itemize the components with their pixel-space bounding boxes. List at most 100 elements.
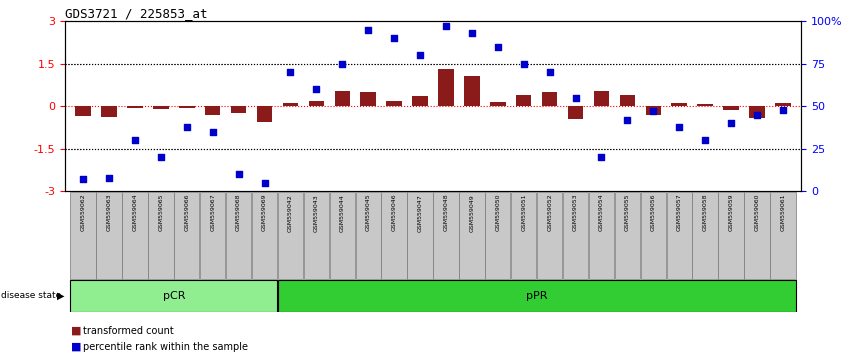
Bar [256, 106, 272, 122]
FancyBboxPatch shape [615, 192, 640, 279]
Text: GSM559068: GSM559068 [236, 194, 241, 231]
FancyBboxPatch shape [563, 192, 588, 279]
Text: GSM559049: GSM559049 [469, 194, 475, 232]
Bar [723, 106, 739, 110]
Point [517, 61, 531, 67]
Point [154, 154, 168, 160]
Bar [179, 106, 195, 108]
Bar [645, 106, 661, 115]
Text: GSM559067: GSM559067 [210, 194, 215, 232]
Bar [438, 69, 454, 106]
Bar [412, 96, 428, 106]
Text: GSM559051: GSM559051 [521, 194, 527, 231]
Text: GSM559047: GSM559047 [417, 194, 423, 232]
Bar [542, 92, 558, 106]
Bar [282, 103, 298, 106]
FancyBboxPatch shape [96, 192, 122, 279]
Point [646, 108, 660, 114]
FancyBboxPatch shape [278, 192, 303, 279]
Text: pPR: pPR [526, 291, 547, 301]
Text: GSM559061: GSM559061 [780, 194, 785, 231]
Text: GSM559057: GSM559057 [676, 194, 682, 232]
Text: GSM559064: GSM559064 [132, 194, 138, 232]
Text: GSM559043: GSM559043 [313, 194, 319, 232]
Text: ▶: ▶ [57, 291, 65, 301]
Bar [360, 92, 376, 106]
FancyBboxPatch shape [70, 192, 96, 279]
Text: GSM559059: GSM559059 [728, 194, 734, 232]
Bar [205, 106, 221, 115]
FancyBboxPatch shape [252, 192, 277, 279]
Point [283, 69, 297, 75]
FancyBboxPatch shape [174, 192, 199, 279]
Bar [490, 102, 506, 106]
Bar [101, 106, 117, 117]
Point [128, 137, 142, 143]
Text: GSM559056: GSM559056 [651, 194, 656, 231]
FancyBboxPatch shape [122, 192, 147, 279]
Point [413, 52, 427, 58]
Text: GSM559063: GSM559063 [107, 194, 112, 232]
Point [595, 154, 609, 160]
Point [439, 23, 453, 29]
Text: GSM559046: GSM559046 [391, 194, 397, 232]
Bar [308, 101, 324, 106]
Text: GSM559060: GSM559060 [754, 194, 759, 231]
Bar [749, 106, 765, 118]
Point [361, 27, 375, 33]
Point [569, 95, 583, 101]
Bar [671, 103, 687, 106]
Bar [594, 91, 610, 106]
Text: GSM559048: GSM559048 [443, 194, 449, 232]
FancyBboxPatch shape [537, 192, 562, 279]
FancyBboxPatch shape [744, 192, 770, 279]
Point [335, 61, 349, 67]
Point [232, 171, 246, 177]
FancyBboxPatch shape [485, 192, 510, 279]
Point [543, 69, 557, 75]
FancyBboxPatch shape [719, 192, 744, 279]
FancyBboxPatch shape [407, 192, 433, 279]
Text: ■: ■ [71, 326, 81, 336]
FancyBboxPatch shape [148, 192, 173, 279]
FancyBboxPatch shape [641, 192, 666, 279]
FancyBboxPatch shape [226, 192, 251, 279]
Text: GSM559069: GSM559069 [262, 194, 267, 232]
FancyBboxPatch shape [381, 192, 407, 279]
FancyBboxPatch shape [356, 192, 381, 279]
Point [309, 86, 323, 92]
Bar [386, 101, 402, 106]
Text: GDS3721 / 225853_at: GDS3721 / 225853_at [65, 7, 208, 20]
Point [102, 175, 116, 181]
Point [76, 176, 90, 182]
FancyBboxPatch shape [511, 192, 536, 279]
Text: GSM559066: GSM559066 [184, 194, 190, 231]
Bar [153, 106, 169, 109]
FancyBboxPatch shape [200, 192, 225, 279]
Bar [231, 106, 247, 113]
Text: GSM559042: GSM559042 [288, 194, 293, 232]
Text: GSM559052: GSM559052 [547, 194, 553, 232]
Text: GSM559045: GSM559045 [365, 194, 371, 232]
Point [180, 124, 194, 130]
Bar [775, 103, 791, 106]
Point [672, 124, 686, 130]
Bar [697, 104, 713, 106]
FancyBboxPatch shape [667, 192, 692, 279]
Bar [334, 91, 350, 106]
Bar [568, 106, 584, 119]
Text: GSM559050: GSM559050 [495, 194, 501, 231]
FancyBboxPatch shape [70, 280, 277, 312]
Point [257, 180, 271, 185]
Text: disease state: disease state [1, 291, 61, 300]
Text: GSM559054: GSM559054 [599, 194, 604, 232]
Text: pCR: pCR [163, 291, 185, 301]
Text: GSM559044: GSM559044 [339, 194, 345, 232]
Bar [75, 106, 91, 116]
Bar [516, 95, 532, 106]
Text: percentile rank within the sample: percentile rank within the sample [83, 342, 249, 352]
Point [491, 44, 505, 50]
Bar [619, 96, 635, 106]
FancyBboxPatch shape [433, 192, 459, 279]
FancyBboxPatch shape [278, 280, 796, 312]
